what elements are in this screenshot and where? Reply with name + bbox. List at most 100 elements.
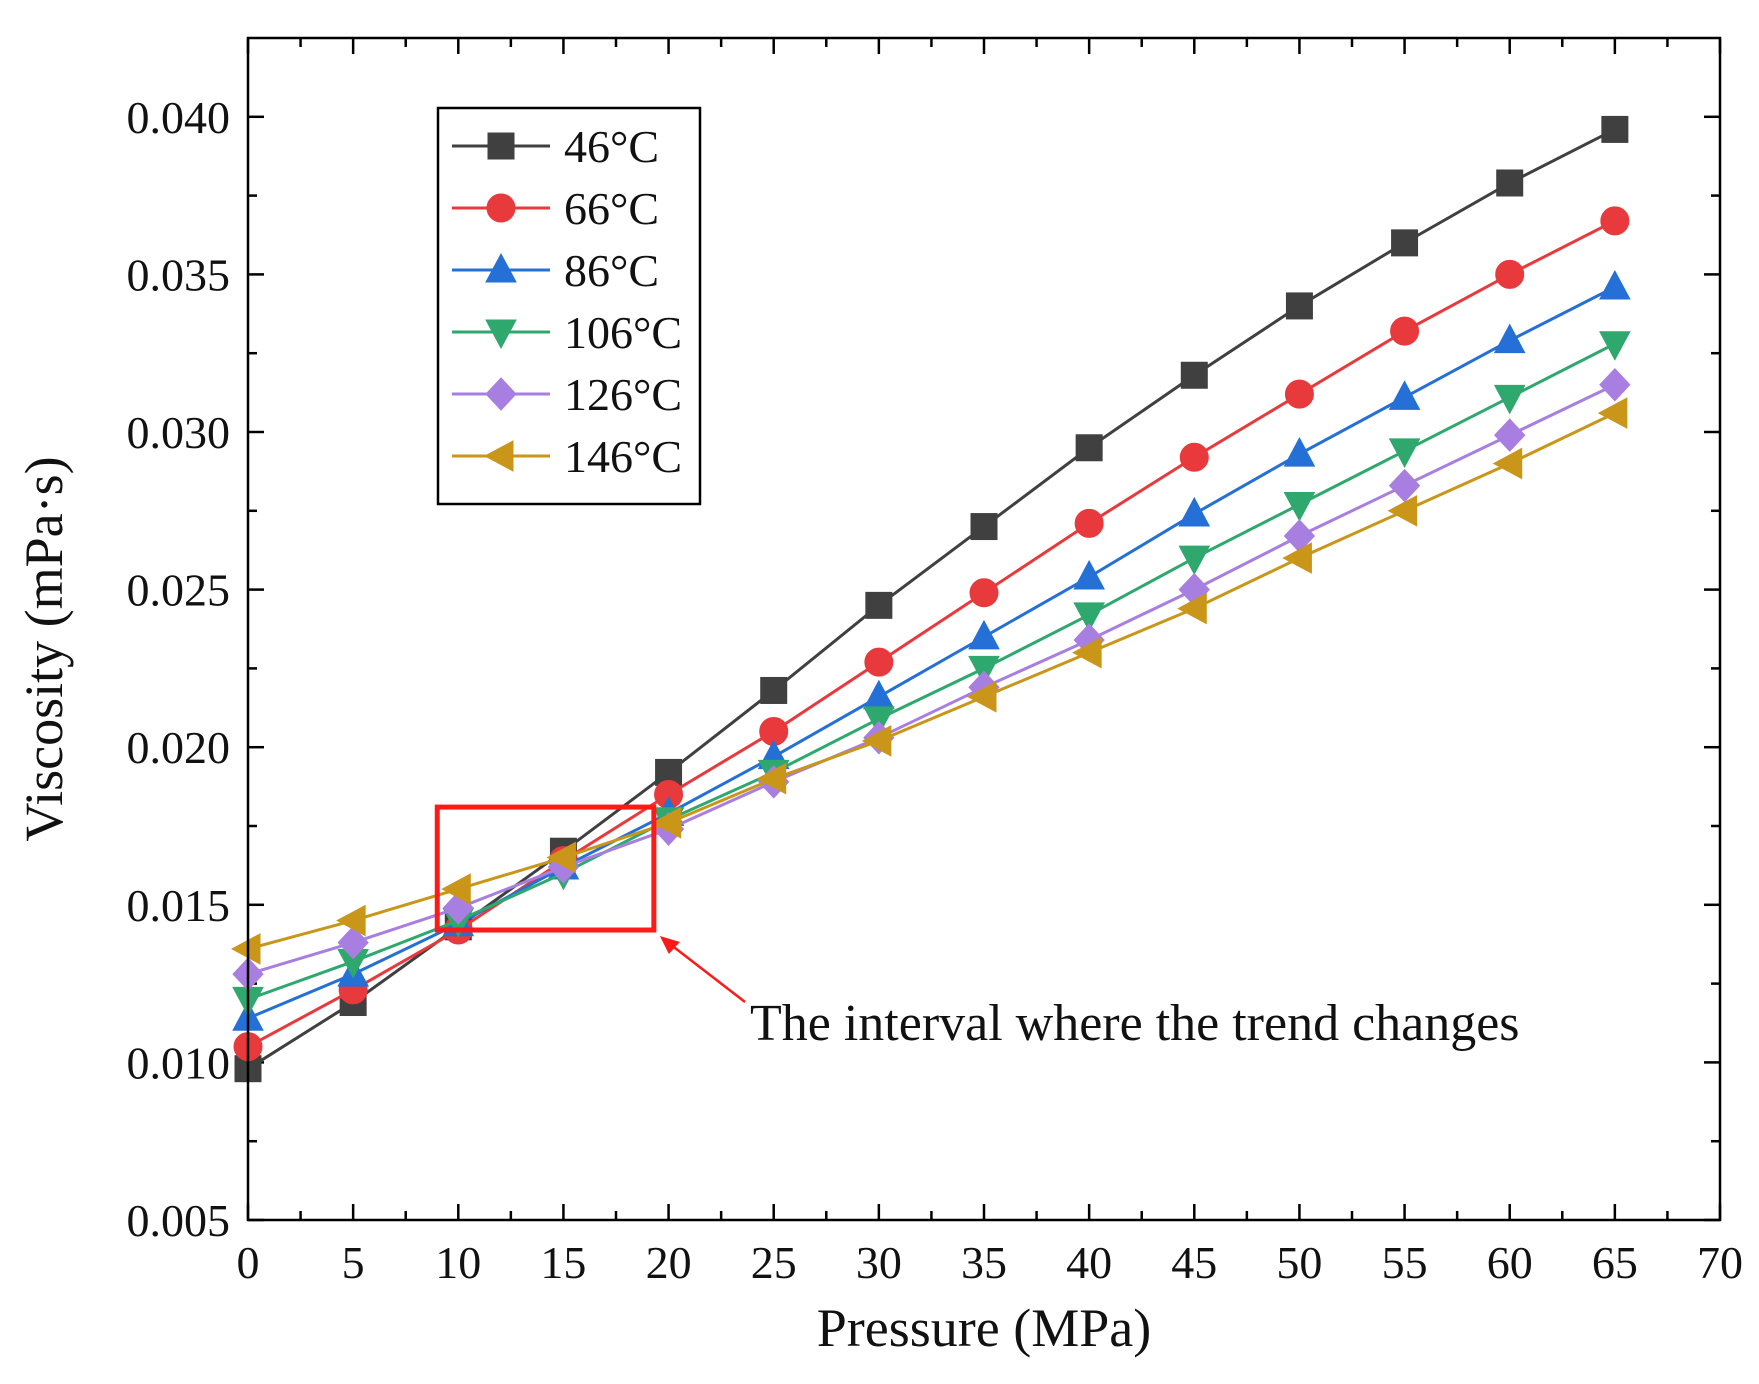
- data-point: [863, 679, 895, 710]
- x-tick-label: 65: [1592, 1237, 1638, 1288]
- data-point: [1073, 602, 1105, 632]
- data-point: [1493, 323, 1526, 354]
- x-tick-label: 40: [1066, 1237, 1112, 1288]
- series-line: [247, 411, 1616, 951]
- x-tick-label: 20: [646, 1237, 692, 1288]
- data-point: [1180, 361, 1208, 389]
- data-point: [863, 706, 895, 736]
- data-point: [1178, 496, 1211, 527]
- legend-swatch-marker: [485, 252, 517, 283]
- legend-label: 66°C: [564, 183, 659, 234]
- x-tick-label: 50: [1276, 1237, 1322, 1288]
- annotation: The interval where the trend changes: [434, 804, 1520, 1052]
- series-146°C: [230, 397, 1628, 965]
- x-tick-label: 30: [856, 1237, 902, 1288]
- data-point: [1283, 437, 1316, 467]
- data-point: [1493, 384, 1526, 415]
- data-point: [756, 762, 787, 795]
- y-tick-label: 0.040: [127, 92, 231, 143]
- data-point: [969, 578, 999, 608]
- annotation-arrowhead: [659, 936, 680, 955]
- data-point: [1599, 269, 1631, 300]
- data-point: [1388, 468, 1421, 503]
- data-point: [1388, 380, 1421, 410]
- legend-label: 86°C: [564, 245, 659, 296]
- data-point: [1072, 636, 1102, 669]
- data-point: [1597, 397, 1628, 429]
- y-tick-label: 0.030: [127, 407, 231, 458]
- data-point: [864, 647, 894, 677]
- y-tick-label: 0.025: [127, 565, 231, 616]
- plot-frame: [246, 36, 1722, 1222]
- data-point: [1073, 559, 1105, 590]
- legend-swatch-marker: [486, 193, 516, 223]
- data-point: [1075, 434, 1103, 462]
- x-tick-label: 25: [751, 1237, 797, 1288]
- data-point: [968, 619, 1000, 650]
- legend-entry: 126°C: [452, 369, 682, 420]
- y-tick-label: 0.010: [127, 1037, 231, 1088]
- x-tick-label: 35: [961, 1237, 1007, 1288]
- data-point: [1494, 418, 1526, 452]
- trend-change-box: [434, 804, 657, 933]
- data-point: [1388, 438, 1421, 468]
- data-point: [336, 904, 366, 937]
- data-point: [760, 676, 788, 704]
- data-point: [1178, 545, 1211, 576]
- series-line: [247, 342, 1616, 1001]
- legend-box: [436, 106, 702, 506]
- y-axis-title: Viscosity (mPa·s): [14, 456, 74, 841]
- series-66°C: [233, 206, 1630, 1062]
- data-point: [970, 513, 998, 541]
- data-point: [1599, 367, 1631, 402]
- data-point: [337, 925, 369, 960]
- series-layer: [230, 115, 1631, 1083]
- tick-labels-group: 0 5 10 15 20 25 30 35 40 45 50 55 60 65 70 0.005 0.010 0.…: [127, 92, 1744, 1288]
- series-line: [247, 219, 1616, 1048]
- x-tick-label: 5: [342, 1237, 365, 1288]
- legend-entry: 86°C: [452, 245, 659, 296]
- x-axis-title: Pressure (MPa): [817, 1298, 1151, 1358]
- annotation-arrow: [669, 943, 746, 1003]
- data-point: [1179, 442, 1209, 472]
- data-point: [865, 591, 893, 619]
- legend-entry: 46°C: [452, 121, 659, 172]
- legend-entry: 146°C: [452, 431, 682, 482]
- legend-label: 46°C: [564, 121, 659, 172]
- data-point: [1495, 259, 1525, 289]
- data-point: [651, 807, 682, 839]
- data-point: [861, 725, 892, 757]
- data-point: [1283, 491, 1316, 522]
- legend-swatch-marker: [483, 440, 514, 472]
- data-point: [1285, 292, 1313, 320]
- x-tick-label: 10: [435, 1237, 481, 1288]
- y-tick-label: 0.020: [127, 722, 231, 773]
- y-tick-label: 0.035: [127, 249, 231, 300]
- data-point: [1390, 316, 1420, 346]
- data-point: [1284, 379, 1314, 409]
- legend-swatch-marker: [485, 319, 517, 350]
- data-point: [966, 680, 997, 713]
- series-line: [247, 383, 1616, 976]
- legend-entry: 106°C: [452, 307, 682, 358]
- legend-label: 126°C: [564, 369, 682, 420]
- data-point: [1387, 494, 1418, 527]
- data-point: [441, 873, 471, 905]
- data-point: [1601, 115, 1629, 143]
- data-point: [546, 841, 576, 874]
- data-point: [1496, 169, 1524, 197]
- x-tick-label: 45: [1171, 1237, 1217, 1288]
- legend-label: 106°C: [564, 307, 682, 358]
- legend-swatch-marker: [487, 132, 515, 160]
- annotation-text: The interval where the trend changes: [750, 995, 1520, 1052]
- data-point: [1599, 331, 1631, 361]
- data-point: [1492, 447, 1523, 480]
- x-tick-label: 0: [237, 1237, 260, 1288]
- legend-label: 146°C: [564, 431, 682, 482]
- legend-swatch-marker: [485, 377, 517, 411]
- y-tick-label: 0.015: [127, 880, 231, 931]
- legend: 46°C 66°C 86°C 106°C 126°C 146°C: [436, 106, 702, 506]
- data-point: [1074, 508, 1104, 538]
- data-point: [1282, 542, 1312, 574]
